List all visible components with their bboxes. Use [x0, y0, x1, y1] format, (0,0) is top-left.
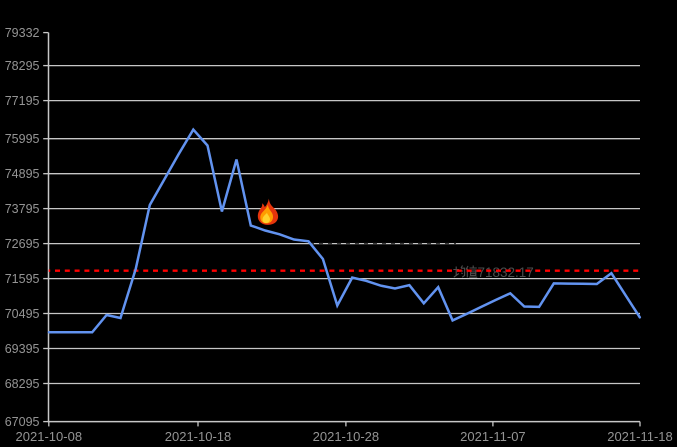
svg-text:74895: 74895: [5, 167, 40, 181]
svg-text:67095: 67095: [5, 415, 40, 429]
svg-text:69395: 69395: [5, 342, 40, 356]
svg-text:2021-10-28: 2021-10-28: [313, 429, 380, 444]
svg-text:79332: 79332: [5, 26, 40, 40]
svg-text:2021-10-08: 2021-10-08: [16, 429, 83, 444]
svg-text:72695: 72695: [5, 237, 40, 251]
svg-text:2021-10-18: 2021-10-18: [165, 429, 232, 444]
svg-text:2021-11-18: 2021-11-18: [607, 429, 673, 444]
svg-text:71832.17: 71832.17: [478, 265, 534, 280]
svg-text:68295: 68295: [5, 377, 40, 391]
svg-text:73795: 73795: [5, 202, 40, 216]
svg-text:75995: 75995: [5, 132, 40, 146]
svg-text:2021-11-07: 2021-11-07: [460, 429, 526, 444]
svg-text:77195: 77195: [5, 94, 40, 108]
svg-text:71595: 71595: [5, 272, 40, 286]
svg-text:78295: 78295: [5, 59, 40, 73]
svg-text:70495: 70495: [5, 307, 40, 321]
